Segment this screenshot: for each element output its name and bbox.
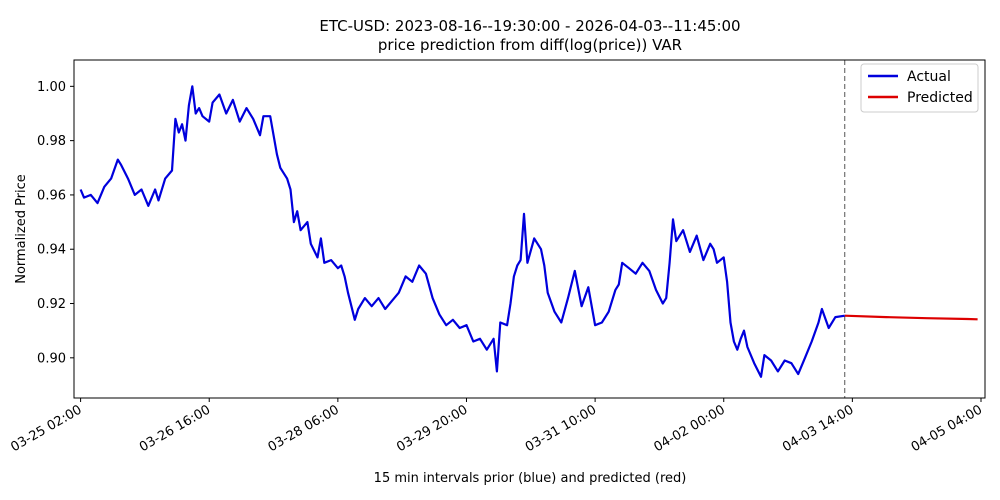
y-tick-label: 1.00 xyxy=(37,80,66,95)
plot-area xyxy=(74,60,985,398)
x-tick-label: 03-28 06:00 xyxy=(266,402,342,455)
legend: Actual Predicted xyxy=(860,63,979,113)
plot-frame xyxy=(73,59,986,399)
y-tick-label: 0.92 xyxy=(37,297,66,312)
x-tick-label: 04-03 14:00 xyxy=(780,402,856,455)
y-tick-label: 0.94 xyxy=(37,243,66,258)
series-lines xyxy=(79,85,978,378)
x-tick-label: 03-29 20:00 xyxy=(394,402,470,455)
y-tick-label: 0.96 xyxy=(37,188,66,203)
x-tick-label: 03-26 16:00 xyxy=(137,402,213,455)
series-line-predicted xyxy=(844,314,978,321)
x-tick-label: 04-05 04:00 xyxy=(909,402,985,455)
series-line-actual xyxy=(79,85,845,378)
chart-title: ETC-USD: 2023-08-16--19:30:00 - 2026-04-… xyxy=(319,17,740,35)
x-tick-label: 04-02 00:00 xyxy=(651,402,727,455)
chart-subtitle: price prediction from diff(log(price)) V… xyxy=(378,36,682,54)
legend-label-predicted: Predicted xyxy=(907,90,973,106)
x-tick-label: 03-31 10:00 xyxy=(523,402,599,455)
legend-label-actual: Actual xyxy=(907,69,951,85)
x-axis-label: 15 min intervals prior (blue) and predic… xyxy=(374,471,687,486)
y-tick-label: 0.90 xyxy=(37,351,66,366)
x-axis-ticks: 03-25 02:00 03-26 16:00 03-28 06:00 03-29 2… xyxy=(8,398,985,455)
y-axis-label: Normalized Price xyxy=(14,174,29,284)
y-tick-label: 0.98 xyxy=(37,134,66,149)
y-axis-ticks: 0.90 0.92 0.94 0.96 0.98 1.00 xyxy=(37,80,74,366)
x-tick-label: 03-25 02:00 xyxy=(8,402,84,455)
